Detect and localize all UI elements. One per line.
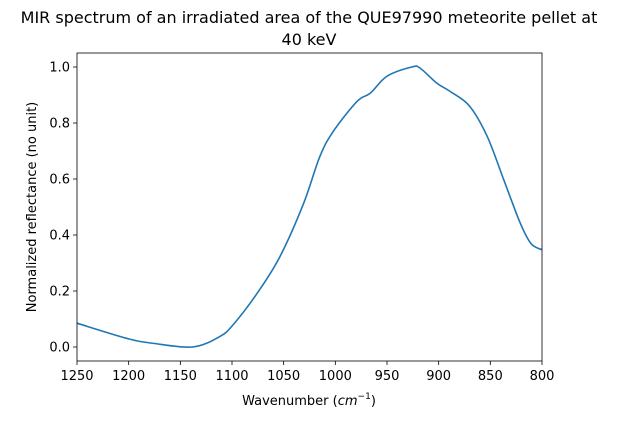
x-tick-label: 1000 bbox=[319, 369, 352, 384]
y-tick-label: 0.4 bbox=[49, 229, 70, 244]
y-tick-label: 1.0 bbox=[49, 61, 70, 76]
x-tick-label: 1150 bbox=[164, 369, 197, 384]
x-tick-label: 800 bbox=[530, 369, 555, 384]
series-line bbox=[76, 65, 543, 349]
y-tick-label: 0.8 bbox=[49, 117, 70, 132]
x-tick-label: 900 bbox=[426, 369, 451, 384]
plot-frame bbox=[76, 52, 543, 362]
y-tick-label: 0.6 bbox=[49, 173, 70, 188]
y-tick-label: 0.2 bbox=[49, 285, 70, 300]
x-axis-label: Wavenumber (cm−1) bbox=[242, 392, 376, 409]
chart-title-line-2: 40 keV bbox=[282, 30, 337, 49]
x-tick-label: 1200 bbox=[112, 369, 145, 384]
y-tick-label: 0.0 bbox=[49, 341, 70, 356]
chart-title-line-1: MIR spectrum of an irradiated area of th… bbox=[21, 8, 598, 27]
x-tick-label: 1100 bbox=[215, 369, 248, 384]
x-tick-label: 1250 bbox=[60, 369, 93, 384]
y-axis-label: Normalized reflectance (no unit) bbox=[25, 102, 40, 312]
x-tick-label: 850 bbox=[478, 369, 503, 384]
x-tick-label: 1050 bbox=[267, 369, 300, 384]
x-tick-label: 950 bbox=[375, 369, 400, 384]
